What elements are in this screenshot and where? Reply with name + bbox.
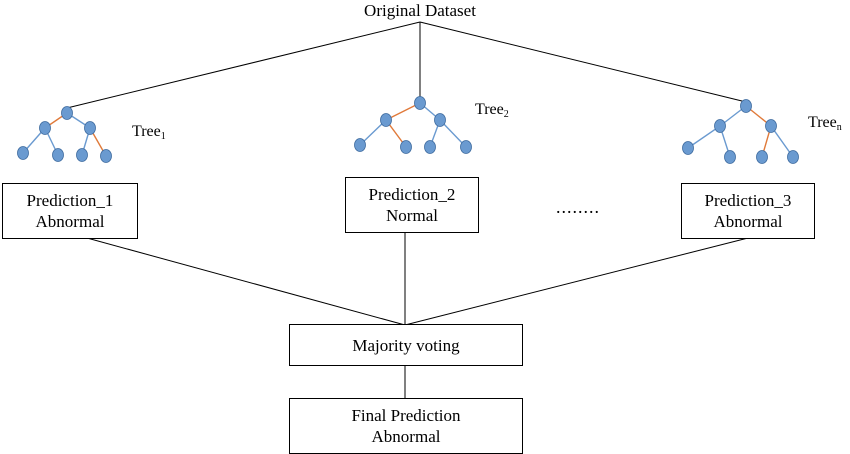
tree-node <box>61 106 73 120</box>
prediction-box-2: Prediction_2 Normal <box>345 177 479 233</box>
tree-node <box>787 150 799 164</box>
tree-label-n: Treen <box>808 113 842 138</box>
edge-dataset-treen <box>419 21 747 103</box>
tree-node <box>39 121 51 135</box>
majority-voting-box: Majority voting <box>289 324 523 366</box>
final-value: Abnormal <box>371 427 441 446</box>
tree-node <box>354 138 366 152</box>
tree-node <box>434 113 446 127</box>
tree-name: Tree <box>475 101 504 118</box>
prediction-label: Prediction_3 <box>704 191 792 210</box>
tree-node <box>100 149 112 163</box>
prediction-label: Prediction_2 <box>368 185 456 204</box>
tree-subscript: n <box>836 122 842 133</box>
more-trees-ellipsis: ........ <box>556 197 600 217</box>
tree-node <box>380 113 392 127</box>
tree-node <box>17 146 29 160</box>
tree-node <box>52 148 64 162</box>
tree-subscript: 2 <box>503 109 509 120</box>
tree-node <box>765 119 777 133</box>
tree-node <box>76 148 88 162</box>
tree-node <box>460 140 472 154</box>
tree-name: Tree <box>808 114 837 131</box>
prediction-box-1: Prediction_1 Abnormal <box>2 183 138 239</box>
tree-node <box>682 141 694 155</box>
final-prediction-box: Final Prediction Abnormal <box>289 398 523 454</box>
tree-icon-n <box>682 99 799 164</box>
tree-name: Tree <box>132 123 161 140</box>
dataset-title: Original Dataset <box>364 1 476 20</box>
edge-pred1-voting <box>86 237 406 326</box>
tree-icon-2 <box>354 96 472 154</box>
tree-node <box>84 121 96 135</box>
prediction-value: Normal <box>386 206 438 225</box>
prediction-value: Abnormal <box>713 212 783 231</box>
tree-label-1: Tree1 <box>132 122 166 147</box>
tree-icon-1 <box>17 106 112 163</box>
tree-node <box>414 96 426 110</box>
final-label: Final Prediction <box>351 406 461 425</box>
edge-dataset-tree1 <box>66 21 421 109</box>
trees-group <box>17 96 799 164</box>
voting-label: Majority voting <box>352 335 460 355</box>
tree-subscript: 1 <box>160 131 166 142</box>
prediction-value: Abnormal <box>35 212 105 231</box>
tree-branch <box>385 102 421 121</box>
tree-node <box>724 150 736 164</box>
prediction-box-3: Prediction_3 Abnormal <box>681 183 815 239</box>
tree-node <box>756 150 768 164</box>
tree-label-2: Tree2 <box>475 100 509 125</box>
prediction-label: Prediction_1 <box>26 191 114 210</box>
tree-node <box>400 140 412 154</box>
tree-node <box>714 119 726 133</box>
tree-branch <box>687 125 721 149</box>
tree-node <box>424 140 436 154</box>
edge-pred3-voting <box>404 237 749 326</box>
tree-node <box>740 99 752 113</box>
